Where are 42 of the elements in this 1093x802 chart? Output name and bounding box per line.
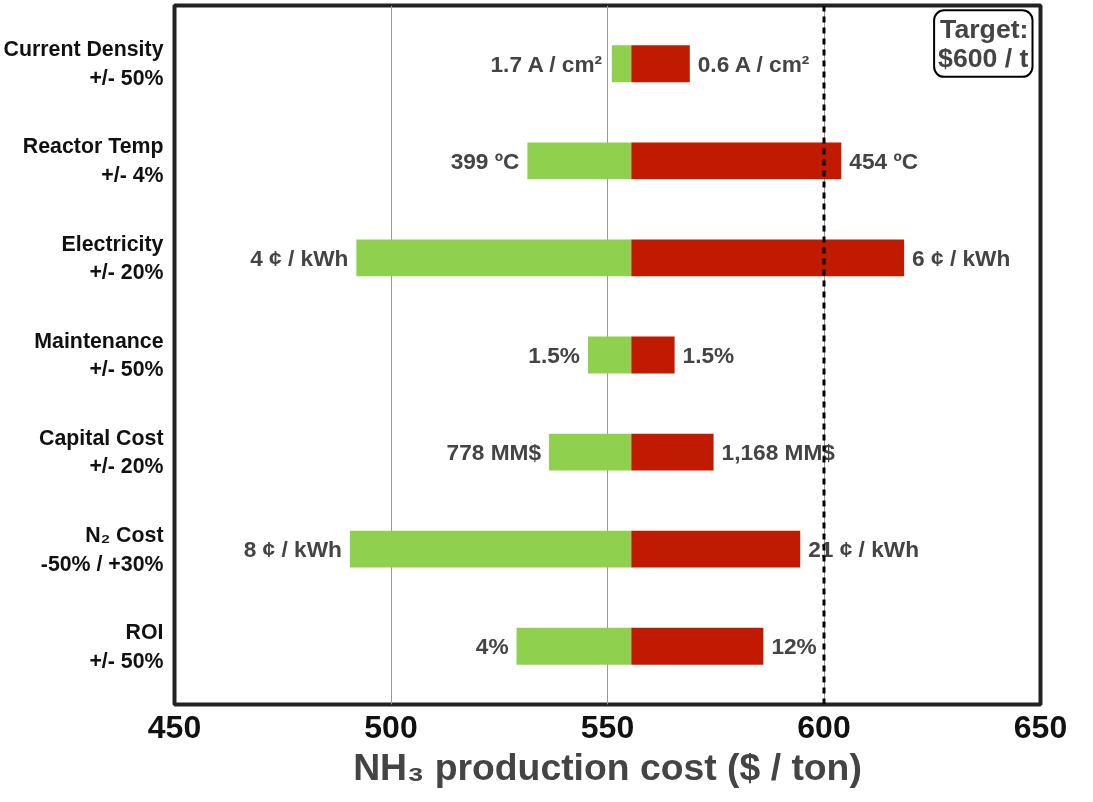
bar [631,530,801,568]
bar [631,336,675,374]
bar [549,433,632,471]
bar [349,530,632,568]
bar [631,433,714,471]
annotation: 8 ¢ / kWh [243,536,342,563]
y-tick-label: Reactor Temp +/- 4% [22,134,164,188]
bar [631,627,764,665]
y-tick-label: ROI +/- 50% [89,619,164,673]
y-tick-label: Electricity +/- 20% [61,231,164,285]
bar [611,45,632,83]
annotation: 1.5% [682,342,735,368]
x-tick-label: 450 [147,708,202,745]
y-tick-label: Capital Cost +/- 20% [39,425,164,479]
bar [588,336,632,374]
x-tick-label: 650 [1013,708,1068,745]
bar [356,239,632,277]
bar [527,142,632,180]
annotation: 454 ºC [849,147,919,174]
x-tick-label: 550 [580,708,635,745]
x-tick-label: 600 [797,708,851,745]
annotation: 4 ¢ / kWh [250,244,349,271]
bar [631,239,905,277]
annotation: 4% [475,633,509,660]
annotation: 21 ¢ / kWh [808,536,919,563]
annotation: 1.7 A / cm² [490,50,603,77]
annotation: 778 MM$ [446,439,542,466]
annotation: 12% [771,633,817,660]
bar [516,627,632,665]
annotation: 0.6 A / cm² [697,50,810,77]
annotation: 6 ¢ / kWh [912,244,1011,271]
annotation: 1,168 MM$ [721,439,836,466]
y-tick-label: N₂ Cost -50% / +30% [40,522,164,576]
y-tick-label: Maintenance +/- 50% [34,328,164,382]
annotation: 399 ºC [450,147,520,174]
bar [631,45,690,83]
annotation: 1.5% [528,342,581,368]
x-tick-label: 500 [364,708,418,745]
bar [631,142,842,180]
annotation: Target: $600 / t [938,14,1029,73]
y-tick-label: Current Density +/- 50% [3,37,164,91]
x-axis-title: NH₃ production cost ($ / ton) [353,745,862,788]
